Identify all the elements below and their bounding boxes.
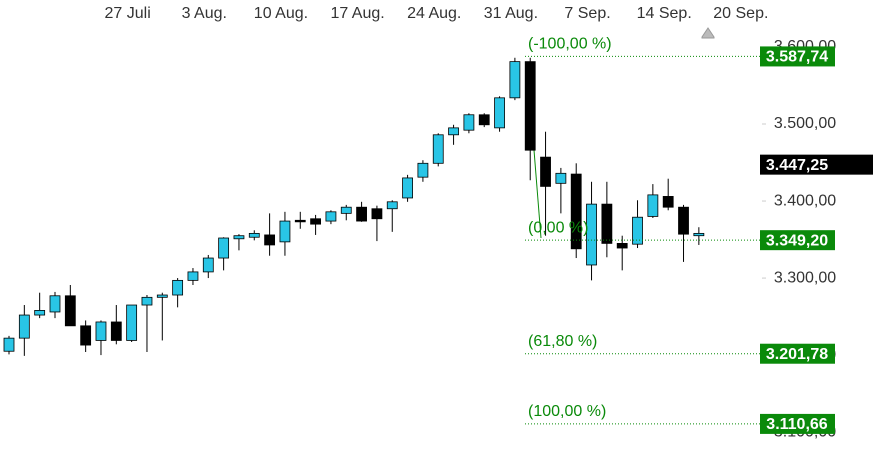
candle-body xyxy=(294,219,306,223)
candle-body xyxy=(402,177,413,199)
price-tag-label: 3.201,78 xyxy=(766,346,828,363)
candle-body xyxy=(432,134,444,164)
candle-body xyxy=(141,296,153,306)
last-price-tag xyxy=(760,154,873,175)
y-tick-label: 3.300,00 xyxy=(774,269,836,286)
candle-body xyxy=(524,61,536,151)
candle-body xyxy=(616,243,628,249)
candle-body xyxy=(172,279,184,296)
fib-label: (-100,00 %) xyxy=(528,36,612,53)
x-tick-label: 3 Aug. xyxy=(182,5,227,22)
candle-body xyxy=(34,310,46,316)
candle-body xyxy=(693,232,705,237)
price-tag xyxy=(760,230,835,251)
candle-body xyxy=(218,237,230,259)
fib-label: (100,00 %) xyxy=(528,403,606,420)
candle-body xyxy=(662,196,674,208)
x-tick-label: 31 Aug. xyxy=(484,5,538,22)
candle-body xyxy=(540,156,551,187)
candle-body xyxy=(632,216,643,245)
price-tag xyxy=(760,46,835,67)
x-tick-label: 7 Sep. xyxy=(564,5,610,22)
x-tick-label: 10 Aug. xyxy=(254,5,308,22)
candle-body xyxy=(64,295,76,327)
candle-body xyxy=(233,235,245,240)
candle-body xyxy=(586,203,597,266)
candle-body xyxy=(494,97,505,129)
scroll-icon[interactable] xyxy=(701,27,715,39)
candle-body xyxy=(601,203,613,244)
last-price-label: 3.447,25 xyxy=(766,157,828,174)
candle-body xyxy=(18,314,30,339)
candle-body xyxy=(264,234,276,246)
candle-body xyxy=(3,337,15,352)
candle-body xyxy=(248,232,260,238)
price-tag-label: 3.110,66 xyxy=(766,416,828,433)
candle-body xyxy=(202,257,214,273)
candle-body xyxy=(478,114,490,126)
candle-body xyxy=(80,325,92,346)
candle-body xyxy=(448,127,459,136)
y-tick-label: 3.400,00 xyxy=(774,192,836,209)
x-tick-label: 14 Sep. xyxy=(637,5,692,22)
y-tick-label: 3.500,00 xyxy=(774,115,836,132)
x-tick-label: 24 Aug. xyxy=(407,5,461,22)
candle-body xyxy=(325,211,337,222)
candle-body xyxy=(110,321,122,341)
candle-body xyxy=(356,206,367,222)
candle-body xyxy=(647,194,659,217)
fib-label: (0,00 %) xyxy=(528,219,588,236)
candle-body xyxy=(340,206,352,214)
candle-body xyxy=(187,271,199,281)
fib-label: (61,80 %) xyxy=(528,333,597,350)
candle-body xyxy=(417,162,429,178)
candle-body xyxy=(279,220,291,243)
candle-body xyxy=(509,61,521,99)
candle-body xyxy=(126,304,138,341)
candle-body xyxy=(95,321,107,341)
candle-body xyxy=(678,206,689,235)
candle-body xyxy=(49,295,61,313)
price-tag-label: 3.349,20 xyxy=(766,232,828,249)
price-tag xyxy=(760,343,835,364)
candle-body xyxy=(386,201,398,210)
x-tick-label: 20 Sep. xyxy=(713,5,768,22)
candle-body xyxy=(555,172,567,184)
x-tick-label: 27 Juli xyxy=(105,5,151,22)
candle-body xyxy=(463,114,475,131)
candle-body xyxy=(371,208,383,220)
candle-body xyxy=(156,294,168,298)
candle-body xyxy=(570,173,582,250)
price-tag-label: 3.587,74 xyxy=(766,49,828,66)
x-tick-label: 17 Aug. xyxy=(330,5,384,22)
price-tag xyxy=(760,413,835,434)
candle-body xyxy=(310,218,322,225)
